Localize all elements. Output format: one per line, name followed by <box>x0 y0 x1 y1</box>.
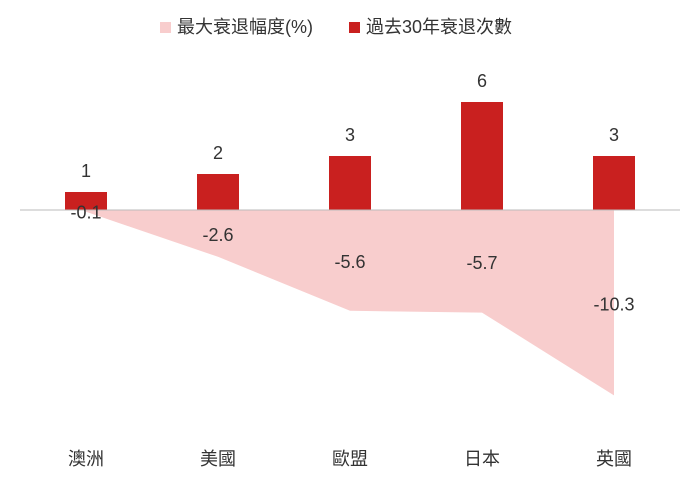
bar <box>65 192 107 210</box>
data-label: -10.3 <box>593 294 634 314</box>
data-label: -5.7 <box>466 253 497 273</box>
data-label: 6 <box>477 71 487 91</box>
data-label: 1 <box>81 161 91 181</box>
data-label: 3 <box>345 125 355 145</box>
x-tick-label: 英國 <box>596 449 632 469</box>
data-label: 2 <box>213 143 223 163</box>
legend-swatch <box>160 22 171 33</box>
x-tick-label: 日本 <box>464 449 500 469</box>
x-tick-label: 歐盟 <box>332 449 368 469</box>
legend-swatch <box>349 22 360 33</box>
bar <box>329 156 371 210</box>
bar <box>461 102 503 210</box>
legend-label: 最大衰退幅度(%) <box>177 17 313 37</box>
x-tick-label: 澳洲 <box>68 449 104 469</box>
x-tick-label: 美國 <box>200 449 236 469</box>
area <box>86 210 614 396</box>
data-label: -2.6 <box>202 225 233 245</box>
bar <box>593 156 635 210</box>
data-label: 3 <box>609 125 619 145</box>
data-label: -0.1 <box>70 203 101 223</box>
legend-label: 過去30年衰退次數 <box>366 17 512 37</box>
data-label: -5.6 <box>334 252 365 272</box>
bar <box>197 174 239 210</box>
